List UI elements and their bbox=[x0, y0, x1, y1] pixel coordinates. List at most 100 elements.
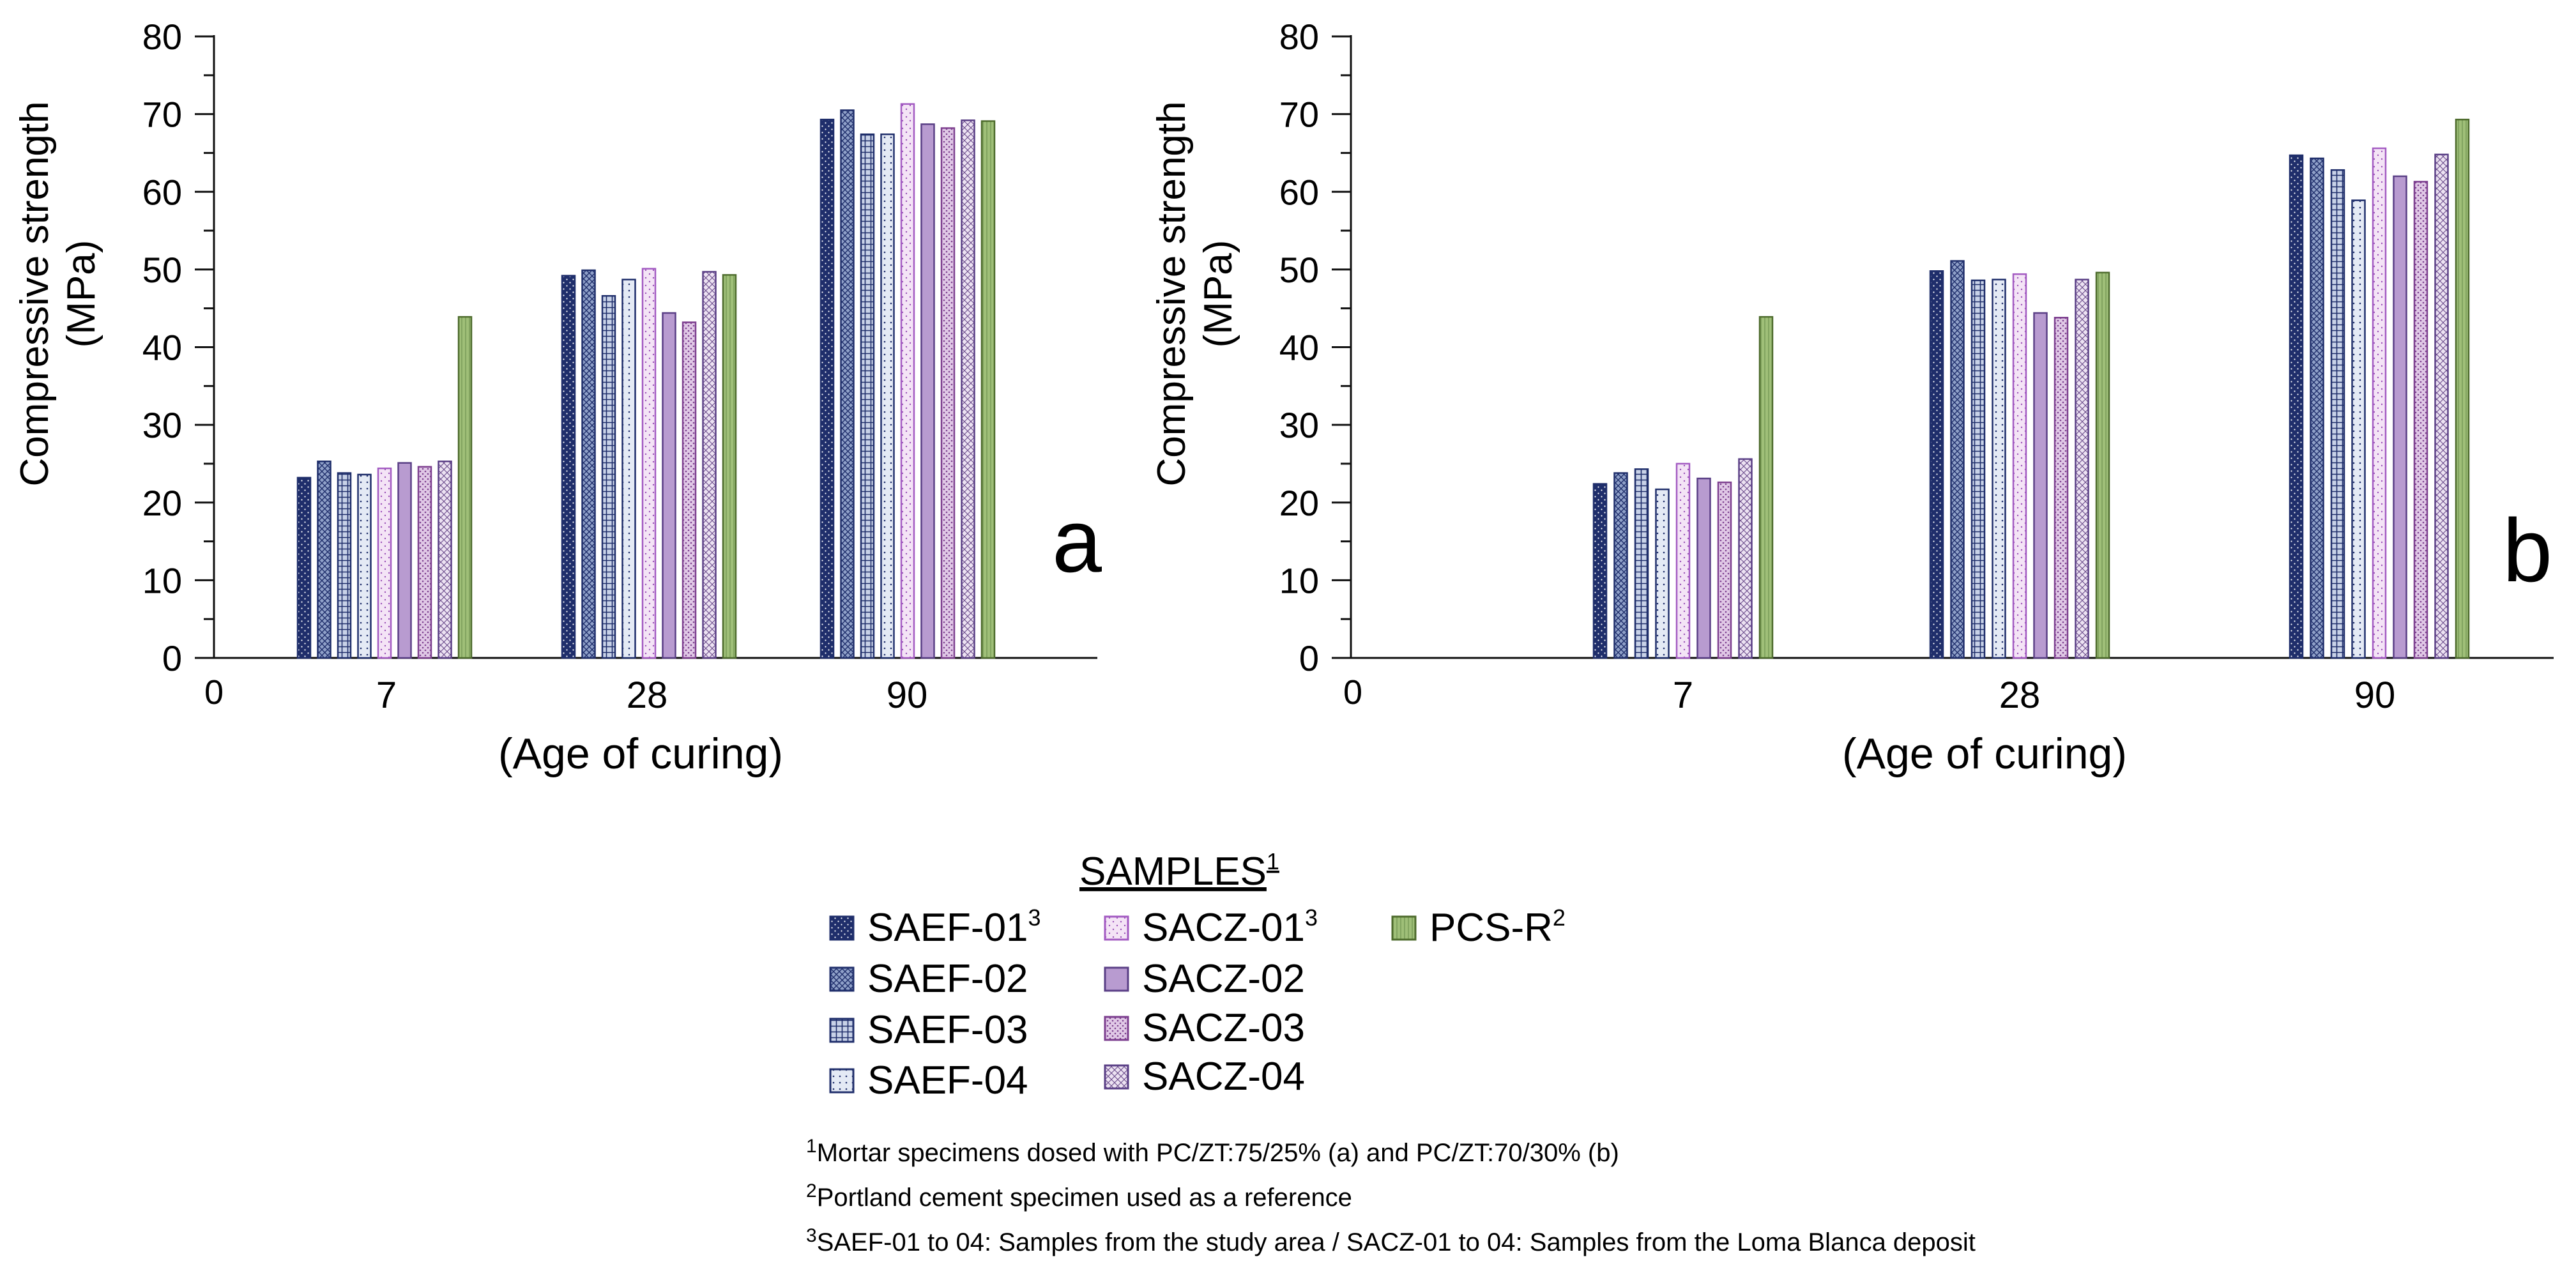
bar-saef-02-90 bbox=[840, 109, 855, 659]
bar-sacz-03-7 bbox=[417, 466, 432, 659]
legend-label-saef-04: SAEF-04 bbox=[867, 1058, 1028, 1102]
bar-pcs-r-7 bbox=[457, 316, 473, 659]
y-tick-label: 10 bbox=[142, 560, 182, 600]
x-axis-title: (Age of curing) bbox=[1842, 729, 2127, 778]
bar-pcs-r-90 bbox=[980, 120, 996, 659]
y-tick-label: 40 bbox=[142, 328, 182, 368]
y-tick-label: 40 bbox=[1279, 328, 1319, 368]
legend-swatch-saef-01 bbox=[829, 915, 855, 941]
y-tick-label: 60 bbox=[1279, 172, 1319, 212]
y-tick-label: 20 bbox=[1279, 483, 1319, 523]
legend-swatch-saef-03 bbox=[829, 1018, 855, 1043]
bar-saef-02-7 bbox=[317, 461, 332, 659]
bar-saef-04-90 bbox=[880, 133, 895, 659]
bar-sacz-01-7 bbox=[377, 467, 392, 659]
bar-saef-03-7 bbox=[337, 472, 352, 659]
panel-label: b bbox=[2503, 500, 2552, 600]
bar-sacz-04-90 bbox=[2434, 153, 2449, 659]
x-tick-label: 28 bbox=[627, 675, 668, 716]
bar-sacz-02-90 bbox=[920, 123, 935, 659]
bar-saef-04-90 bbox=[2351, 199, 2366, 659]
bar-sacz-03-7 bbox=[1717, 481, 1732, 659]
x-axis-title: (Age of curing) bbox=[498, 729, 783, 778]
footnote-2-sup: 2 bbox=[806, 1180, 817, 1201]
bar-saef-01-90 bbox=[819, 118, 835, 659]
legend-label-sacz-04: SACZ-04 bbox=[1142, 1055, 1305, 1099]
bar-sacz-01-7 bbox=[1675, 462, 1691, 659]
legend-swatch-pcs-r bbox=[1391, 915, 1417, 941]
legend-label-sacz-03: SACZ-03 bbox=[1142, 1006, 1305, 1050]
bar-saef-03-7 bbox=[1634, 468, 1649, 659]
bar-sacz-02-28 bbox=[2033, 312, 2048, 659]
legend-label-saef-01: SAEF-013 bbox=[867, 904, 1041, 950]
legend-title: SAMPLES1 bbox=[1079, 848, 1279, 894]
x-tick-label: 28 bbox=[1999, 675, 2041, 716]
legend-swatch-saef-02 bbox=[829, 966, 855, 992]
bar-sacz-04-90 bbox=[961, 119, 975, 659]
y-axis-title: Compressive strength bbox=[13, 101, 57, 486]
legend-title-sup: 1 bbox=[1267, 848, 1279, 874]
y-tick-label: 0 bbox=[162, 638, 182, 678]
bar-saef-04-7 bbox=[1655, 488, 1670, 659]
legend-label-sup: 3 bbox=[1028, 904, 1041, 931]
legend: SAMPLES1 SAEF-013 SAEF-02 SAEF-03 SAEF-04 SA… bbox=[829, 848, 1566, 1102]
y-tick-label: 80 bbox=[1279, 17, 1319, 57]
bar-saef-03-28 bbox=[601, 294, 616, 659]
legend-label-saef-03: SAEF-03 bbox=[867, 1008, 1028, 1052]
legend-swatch-sacz-03 bbox=[1104, 1016, 1129, 1041]
x-tick-label: 7 bbox=[1673, 675, 1693, 716]
bar-saef-03-28 bbox=[1970, 279, 1986, 659]
bar-sacz-01-90 bbox=[900, 103, 915, 659]
bar-sacz-01-90 bbox=[2372, 147, 2387, 659]
footnote-2-text: Portland cement specimen used as a refer… bbox=[817, 1184, 1352, 1212]
footnote-3: 3SAEF-01 to 04: Samples from the study a… bbox=[806, 1225, 1976, 1256]
footnote-1-sup: 1 bbox=[806, 1136, 817, 1157]
y-tick-label: 50 bbox=[1279, 250, 1319, 290]
bar-pcs-r-28 bbox=[722, 274, 737, 659]
bar-sacz-02-7 bbox=[397, 462, 412, 659]
footnote-3-sup: 3 bbox=[806, 1225, 817, 1246]
y-tick-label: 30 bbox=[142, 405, 182, 445]
chart-panel-b: 0 10 20 30 40 50 60 70 80 0 7 28 90 Compressive stren… bbox=[1150, 17, 2554, 778]
y-axis-title: Compressive strength bbox=[1150, 101, 1194, 486]
legend-items: SAEF-013 SAEF-02 SAEF-03 SAEF-04 SACZ-013 SAC… bbox=[829, 904, 1566, 1102]
bar-saef-01-90 bbox=[2289, 154, 2304, 659]
legend-swatch-sacz-02 bbox=[1104, 966, 1129, 992]
bar-saef-02-7 bbox=[1613, 472, 1628, 659]
y-tick-label: 0 bbox=[1299, 638, 1319, 678]
bar-saef-02-90 bbox=[2310, 157, 2324, 659]
bar-sacz-02-28 bbox=[662, 312, 676, 659]
bar-saef-01-7 bbox=[296, 477, 312, 659]
bar-sacz-02-90 bbox=[2393, 175, 2407, 659]
panel-label: a bbox=[1052, 491, 1102, 591]
legend-label-sup: 3 bbox=[1305, 904, 1318, 931]
y-tick-label: 80 bbox=[142, 17, 182, 57]
y-tick-label: 70 bbox=[142, 95, 182, 135]
y-axis-unit: (MPa) bbox=[59, 240, 103, 348]
bar-saef-02-28 bbox=[581, 269, 596, 659]
bar-pcs-r-90 bbox=[2455, 118, 2470, 659]
bar-saef-02-28 bbox=[1950, 260, 1965, 659]
legend-swatch-saef-04 bbox=[829, 1068, 855, 1094]
footnote-1-text: Mortar specimens dosed with PC/ZT:75/25%… bbox=[817, 1139, 1619, 1167]
y-axis-unit: (MPa) bbox=[1196, 240, 1240, 348]
footnote-2: 2Portland cement specimen used as a refe… bbox=[806, 1180, 1352, 1212]
x-tick-label-zero: 0 bbox=[1343, 673, 1362, 712]
bar-sacz-04-28 bbox=[2075, 278, 2089, 659]
bar-saef-01-7 bbox=[1592, 483, 1608, 659]
bar-saef-03-90 bbox=[860, 133, 875, 659]
x-tick-label: 90 bbox=[887, 675, 928, 716]
bar-saef-04-7 bbox=[357, 473, 372, 659]
bar-sacz-04-28 bbox=[702, 271, 717, 659]
y-tick-label: 70 bbox=[1279, 95, 1319, 135]
footnotes: 1Mortar specimens dosed with PC/ZT:75/25… bbox=[806, 1136, 1976, 1256]
chart-panel-a: 0 10 20 30 40 50 60 70 80 0 7 28 90 Compressive stren… bbox=[13, 17, 1102, 778]
legend-label-sup: 2 bbox=[1553, 904, 1566, 931]
bar-saef-01-28 bbox=[1929, 270, 1944, 659]
legend-label-saef-02: SAEF-02 bbox=[867, 957, 1028, 1001]
bar-sacz-03-28 bbox=[682, 321, 697, 659]
x-tick-label-zero: 0 bbox=[204, 673, 224, 712]
x-tick-label: 7 bbox=[376, 675, 397, 716]
bar-pcs-r-7 bbox=[1758, 316, 1774, 659]
